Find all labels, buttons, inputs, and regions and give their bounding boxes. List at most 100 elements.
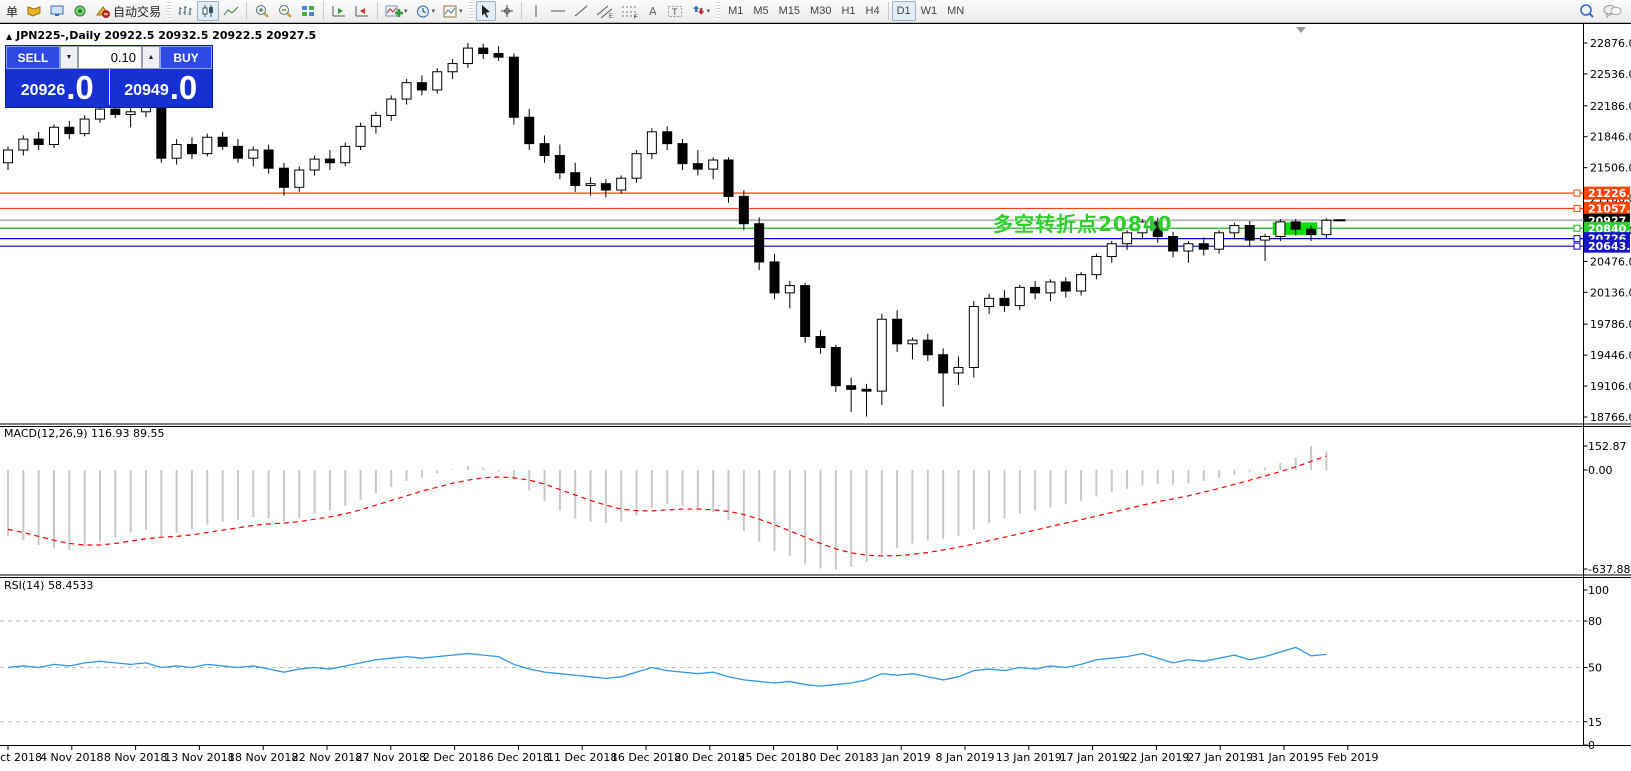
- candle[interactable]: [861, 388, 872, 392]
- bar-chart-type-icon[interactable]: [174, 1, 196, 21]
- timeframe-W1[interactable]: W1: [920, 5, 938, 17]
- candle[interactable]: [600, 183, 611, 191]
- candle[interactable]: [64, 126, 75, 135]
- zoom-out-icon[interactable]: [274, 1, 296, 21]
- candle[interactable]: [800, 285, 811, 338]
- candle[interactable]: [846, 385, 857, 390]
- timeframe-H1[interactable]: H1: [841, 5, 856, 17]
- indicators-icon[interactable]: ▾: [382, 1, 411, 21]
- candle[interactable]: [94, 108, 105, 120]
- timeframe-H4[interactable]: H4: [865, 5, 880, 17]
- candle[interactable]: [1168, 235, 1179, 252]
- horizontal-line-tool-icon[interactable]: [547, 1, 569, 21]
- candle[interactable]: [79, 118, 90, 135]
- sell-button[interactable]: SELL: [6, 46, 60, 69]
- candle[interactable]: [616, 177, 627, 191]
- history-center-icon[interactable]: [23, 1, 45, 21]
- candle[interactable]: [968, 306, 979, 368]
- candle[interactable]: [1198, 243, 1209, 250]
- timeframe-M5[interactable]: M5: [753, 5, 769, 17]
- signal-icon[interactable]: [69, 1, 91, 21]
- candle[interactable]: [432, 71, 443, 91]
- market-watch-icon[interactable]: [46, 1, 68, 21]
- candle[interactable]: [1045, 281, 1056, 294]
- channel-tool-icon[interactable]: E: [593, 1, 617, 21]
- candle[interactable]: [738, 195, 749, 225]
- candle[interactable]: [1244, 225, 1255, 241]
- text-tool-icon[interactable]: A: [643, 1, 663, 21]
- candle[interactable]: [1290, 221, 1301, 230]
- price-line-handle[interactable]: [1573, 204, 1581, 212]
- candle[interactable]: [3, 149, 13, 164]
- candle[interactable]: [1183, 243, 1194, 252]
- candle[interactable]: [1060, 281, 1071, 292]
- candle[interactable]: [186, 144, 197, 155]
- candle[interactable]: [815, 336, 826, 348]
- candle[interactable]: [922, 339, 933, 356]
- timeframe-M30[interactable]: M30: [810, 5, 832, 17]
- price-line-handle[interactable]: [1573, 242, 1581, 250]
- volume-input[interactable]: 0.10: [78, 46, 142, 69]
- candle[interactable]: [1122, 232, 1133, 245]
- fibonacci-tool-icon[interactable]: F: [618, 1, 642, 21]
- candlestick-chart-type-icon[interactable]: [197, 1, 220, 21]
- candle[interactable]: [171, 144, 182, 159]
- crosshair-tool-icon[interactable]: [497, 1, 517, 21]
- candle[interactable]: [662, 131, 673, 145]
- candle[interactable]: [723, 159, 734, 197]
- timeframe-M15[interactable]: M15: [778, 5, 801, 17]
- candle[interactable]: [554, 154, 565, 174]
- line-chart-type-icon[interactable]: [220, 1, 242, 21]
- candle[interactable]: [508, 56, 519, 118]
- text-label-tool-icon[interactable]: T: [664, 1, 686, 21]
- candle[interactable]: [340, 145, 351, 164]
- cursor-tool-icon[interactable]: [475, 1, 496, 21]
- candle[interactable]: [110, 108, 121, 116]
- candle[interactable]: [1275, 221, 1286, 237]
- candle[interactable]: [631, 153, 642, 179]
- auto-scroll-icon[interactable]: [328, 1, 350, 21]
- periods-icon[interactable]: ▾: [412, 1, 439, 21]
- dropdown-arrow-icon[interactable]: ▾: [404, 8, 408, 15]
- candle[interactable]: [386, 98, 397, 116]
- timeframe-D1[interactable]: D1: [891, 1, 916, 21]
- volume-decrease-button[interactable]: ▼: [60, 46, 78, 69]
- price-line-handle[interactable]: [1573, 235, 1581, 243]
- chart-shift-icon[interactable]: [351, 1, 373, 21]
- auto-trading-button[interactable]: 自动交易: [92, 1, 164, 21]
- candle[interactable]: [539, 143, 550, 156]
- candle[interactable]: [447, 63, 458, 73]
- candle[interactable]: [1229, 225, 1240, 234]
- candle[interactable]: [585, 183, 596, 186]
- candle[interactable]: [1106, 243, 1117, 257]
- candle[interactable]: [217, 136, 228, 147]
- vertical-line-tool-icon[interactable]: [526, 1, 546, 21]
- candle[interactable]: [938, 354, 949, 374]
- candle[interactable]: [1030, 286, 1041, 294]
- candle[interactable]: [953, 366, 964, 374]
- timeframe-MN[interactable]: MN: [947, 5, 965, 17]
- candle[interactable]: [692, 163, 703, 170]
- templates-icon[interactable]: ▾: [439, 1, 466, 21]
- candle[interactable]: [278, 167, 289, 188]
- chart-annotation-text[interactable]: 多空转折点20840: [993, 212, 1173, 236]
- candle[interactable]: [892, 318, 903, 345]
- candle[interactable]: [248, 149, 259, 159]
- chat-icon[interactable]: [1599, 1, 1625, 21]
- candle[interactable]: [294, 169, 305, 188]
- candle[interactable]: [324, 158, 335, 164]
- sell-price[interactable]: 20926.0: [6, 69, 110, 105]
- candle[interactable]: [125, 111, 136, 116]
- candle[interactable]: [18, 138, 29, 151]
- candle[interactable]: [202, 136, 213, 155]
- candle[interactable]: [1306, 228, 1317, 236]
- candle[interactable]: [708, 159, 719, 170]
- volume-increase-button[interactable]: ▲: [142, 46, 160, 69]
- collapse-panel-icon[interactable]: ▲: [6, 32, 13, 41]
- zoom-in-icon[interactable]: [251, 1, 273, 21]
- candle[interactable]: [48, 126, 59, 146]
- dropdown-arrow-icon[interactable]: ▾: [431, 8, 436, 15]
- candle[interactable]: [1214, 232, 1225, 250]
- candle[interactable]: [1076, 274, 1087, 292]
- chart-shift-marker[interactable]: [1296, 27, 1306, 33]
